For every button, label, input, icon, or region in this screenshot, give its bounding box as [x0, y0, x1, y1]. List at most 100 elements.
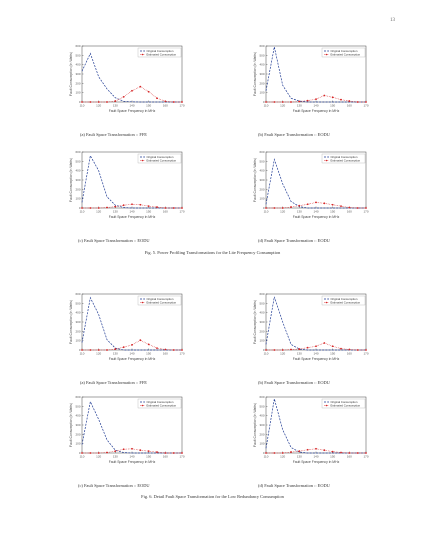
y-tick-label: 500: [259, 301, 264, 305]
panel-caption: (c) Fault Space Transformation :: EODU: [78, 483, 150, 488]
data-point: [281, 207, 284, 209]
x-tick-label: 120: [280, 352, 285, 356]
data-point: [147, 205, 150, 208]
data-point: [181, 452, 183, 454]
chart: 110 120 130 140 150 160 170 0 100 200 300 400 500 600…: [69, 44, 185, 113]
y-tick-label: 300: [259, 72, 264, 76]
y-tick-label: 400: [75, 169, 80, 173]
x-tick-label: 120: [280, 455, 285, 459]
x-tick-label: 140: [313, 210, 318, 214]
y-tick-label: 500: [259, 159, 264, 163]
x-axis-label: Fault Space Frequency in MHz: [293, 109, 340, 113]
x-tick-label: 160: [163, 210, 168, 214]
y-tick-label: 600: [259, 292, 264, 296]
chart: 110 120 130 140 150 160 170 0 100 200 300 400 500 600…: [253, 44, 369, 113]
data-point: [365, 452, 367, 454]
legend-label-estimated: Estimated Consumption: [147, 404, 177, 408]
data-point: [273, 452, 276, 454]
data-point: [106, 206, 108, 209]
legend-marker-estimated: [141, 53, 144, 56]
data-point: [265, 452, 267, 454]
y-tick-label: 600: [259, 395, 264, 399]
data-point: [265, 207, 267, 209]
chart: 110 120 130 140 150 160 170 0 100 200 300 400 500 600…: [69, 395, 185, 464]
legend-label-original: Original Consumption: [331, 400, 358, 404]
data-point: [323, 449, 326, 452]
x-tick-label: 120: [96, 352, 101, 356]
data-point: [306, 203, 309, 206]
y-axis-label: Fault Consumption (In Watts): [69, 403, 73, 447]
data-point: [147, 343, 150, 346]
data-point: [106, 451, 108, 454]
data-point: [114, 450, 117, 453]
y-tick-label: 0: [263, 348, 265, 352]
y-tick-label: 0: [263, 206, 265, 210]
y-tick-label: 300: [259, 320, 264, 324]
data-point: [97, 207, 100, 209]
x-tick-label: 130: [113, 104, 118, 108]
x-tick-label: 130: [113, 210, 118, 214]
x-tick-label: 140: [129, 352, 134, 356]
panel-caption: (a) Fault Space Transformation :: FFE: [80, 380, 147, 385]
legend-box: [321, 47, 366, 58]
data-point: [114, 100, 117, 102]
y-tick-label: 600: [75, 150, 80, 154]
y-tick-label: 600: [259, 44, 264, 48]
legend-marker-estimated: [141, 159, 144, 162]
data-point: [306, 99, 309, 102]
x-tick-label: 120: [96, 104, 101, 108]
data-point: [315, 201, 317, 204]
x-tick-label: 130: [297, 455, 302, 459]
data-point: [89, 207, 92, 209]
legend-box: [321, 295, 366, 306]
x-axis-label: Fault Space Frequency in MHz: [109, 109, 156, 113]
x-tick-label: 170: [363, 455, 368, 459]
data-point: [122, 448, 125, 451]
data-point: [315, 447, 317, 450]
y-axis-label: Fault Consumption (In Watts): [253, 158, 257, 202]
x-tick-label: 110: [80, 104, 85, 108]
x-tick-label: 140: [313, 352, 318, 356]
data-point: [181, 207, 183, 209]
y-tick-label: 600: [259, 150, 264, 154]
data-point: [122, 346, 125, 349]
panel-caption: (b) Fault Space Transformation :: EODU: [258, 132, 330, 137]
x-tick-label: 160: [163, 455, 168, 459]
data-point: [139, 85, 142, 88]
panel-5d: 110 120 130 140 150 160 170 0 100 200 300 400 500 600…: [248, 148, 378, 248]
original-series-line: [81, 400, 182, 454]
data-point: [290, 348, 292, 351]
data-point: [365, 207, 367, 209]
y-tick-label: 100: [75, 91, 80, 95]
data-point: [122, 204, 125, 207]
x-tick-label: 120: [280, 210, 285, 214]
data-point: [323, 94, 326, 97]
x-tick-label: 110: [264, 104, 269, 108]
x-tick-label: 160: [347, 455, 352, 459]
legend-marker-estimated: [325, 53, 328, 56]
data-point: [164, 207, 167, 209]
figure-caption: Fig. 5. Power Profiling Transformations …: [144, 250, 281, 255]
data-point: [131, 447, 133, 450]
legend-marker-estimated: [325, 159, 328, 162]
x-tick-label: 130: [297, 210, 302, 214]
y-tick-label: 200: [259, 432, 264, 436]
y-tick-label: 0: [263, 100, 265, 104]
legend-label-estimated: Estimated Consumption: [331, 301, 361, 305]
legend-marker-estimated: [325, 301, 328, 304]
legend-box: [137, 398, 182, 409]
data-point: [298, 348, 301, 350]
y-tick-label: 400: [259, 311, 264, 315]
data-point: [348, 100, 351, 102]
panel-5a: 110 120 130 140 150 160 170 0 100 200 300 400 500 600…: [64, 42, 194, 142]
y-tick-label: 500: [259, 53, 264, 57]
x-tick-label: 150: [146, 210, 151, 214]
data-point: [139, 203, 142, 206]
data-point: [106, 349, 108, 351]
data-point: [97, 101, 100, 103]
data-point: [340, 98, 342, 101]
y-axis-label: Fault Consumption (In Watts): [69, 300, 73, 344]
data-point: [131, 343, 133, 346]
data-point: [131, 203, 133, 206]
legend-label-estimated: Estimated Consumption: [331, 53, 361, 57]
